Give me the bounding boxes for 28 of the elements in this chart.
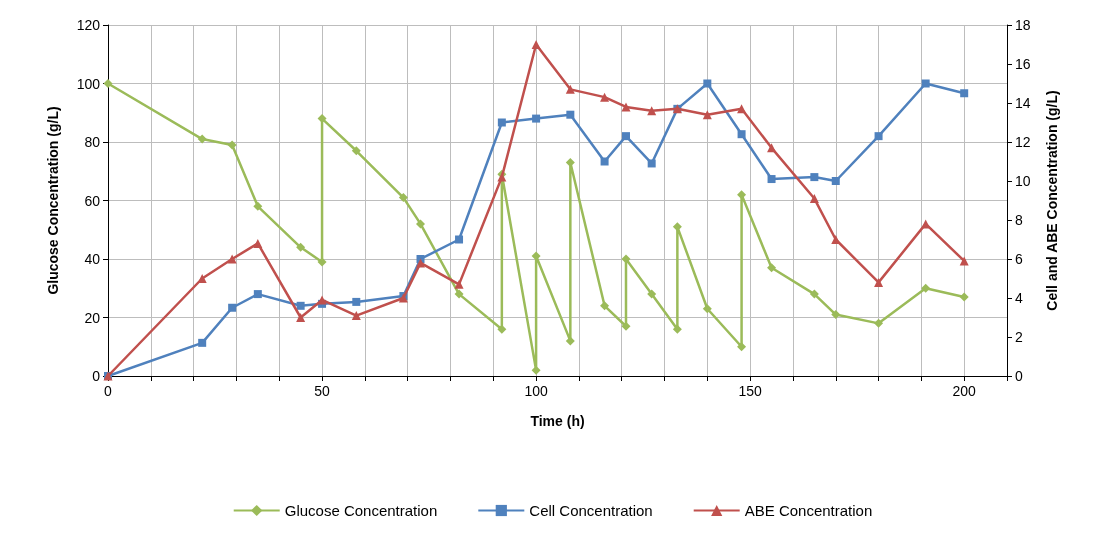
x-tick-label: 0	[104, 383, 113, 399]
y2-tick-label: 0	[1015, 368, 1023, 384]
y2-tick-label: 4	[1015, 290, 1023, 306]
y2-tick-label: 18	[1015, 17, 1031, 33]
y-tick-label: 120	[76, 17, 101, 33]
x-axis-title: Time (h)	[530, 413, 585, 429]
y-axis-title: Glucose Concentration (g/L)	[45, 106, 61, 295]
y2-tick-label: 16	[1015, 56, 1031, 72]
y2-tick-label: 10	[1015, 173, 1031, 189]
legend-label: ABE Concentration	[744, 502, 873, 519]
y2-tick-label: 8	[1015, 212, 1023, 228]
y2-tick-label: 6	[1015, 251, 1023, 267]
y2-tick-label: 12	[1015, 134, 1031, 150]
legend-label: Cell Concentration	[529, 502, 653, 519]
y-tick-label: 0	[92, 368, 101, 384]
x-tick-label: 100	[524, 383, 548, 399]
y-tick-label: 80	[84, 134, 101, 150]
y-tick-label: 100	[76, 75, 101, 92]
y-tick-label: 40	[84, 251, 101, 267]
y2-axis-title: Cell and ABE Concentration (g/L)	[1044, 90, 1060, 311]
x-tick-label: 150	[738, 383, 763, 399]
legend-label: Glucose Concentration	[284, 502, 438, 519]
x-tick-label: 50	[314, 383, 331, 399]
y2-tick-label: 14	[1015, 95, 1031, 111]
x-tick-label: 200	[952, 383, 977, 399]
y-tick-label: 20	[84, 309, 101, 326]
y2-tick-label: 2	[1015, 329, 1023, 345]
y-tick-label: 60	[84, 192, 101, 209]
